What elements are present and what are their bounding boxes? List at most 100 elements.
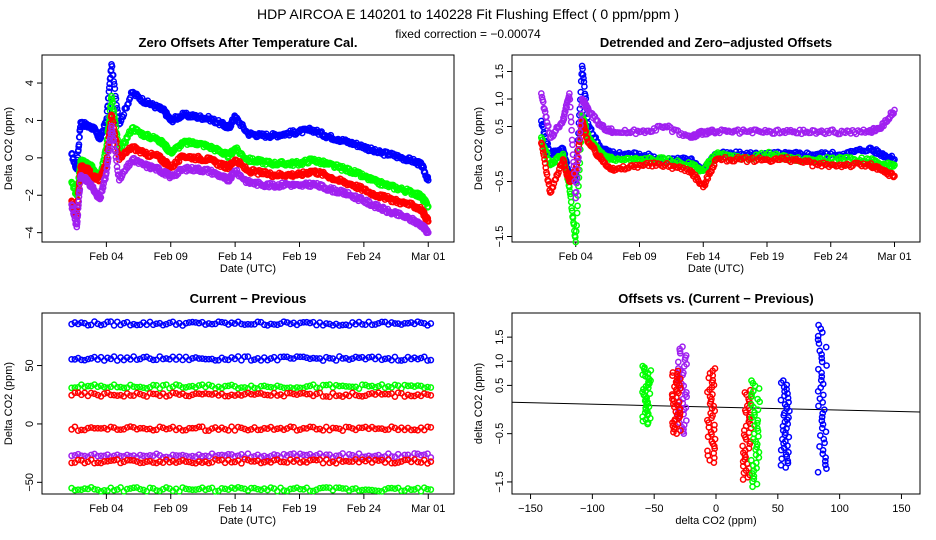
data-point — [371, 425, 379, 433]
data-point — [777, 461, 785, 469]
data-point — [783, 381, 791, 389]
figure-title: HDP AIRCOA E 140201 to 140228 Fit Flushi… — [256, 6, 680, 22]
data-point — [117, 426, 124, 434]
data-point — [391, 353, 399, 361]
data-point — [260, 391, 268, 399]
data-point — [78, 319, 85, 326]
data-point — [84, 382, 92, 390]
data-point — [146, 390, 154, 397]
data-point — [319, 484, 327, 492]
series-red — [68, 455, 435, 467]
data-point — [821, 439, 828, 447]
data-point — [424, 357, 431, 364]
y-tick-label: 1.5 — [494, 329, 506, 344]
data-point — [417, 451, 425, 459]
data-point — [136, 424, 144, 432]
data-point — [257, 426, 265, 434]
data-point — [569, 151, 577, 159]
data-point — [84, 355, 92, 363]
data-point — [159, 321, 167, 329]
data-point — [87, 424, 95, 431]
data-point — [411, 392, 418, 400]
x-tick-label: 150 — [892, 503, 910, 515]
data-point — [74, 320, 82, 328]
data-point — [573, 222, 581, 229]
data-point — [580, 74, 587, 82]
data-point — [182, 458, 190, 466]
data-point — [427, 392, 435, 399]
data-point — [777, 396, 785, 404]
data-point — [221, 319, 229, 327]
data-point — [153, 487, 160, 494]
data-point — [97, 459, 105, 467]
data-point — [300, 318, 307, 326]
data-point — [322, 484, 330, 491]
data-point — [280, 458, 288, 466]
data-point — [192, 459, 200, 467]
data-point — [371, 452, 379, 460]
data-point — [238, 484, 245, 492]
data-point — [71, 389, 79, 397]
data-point — [371, 383, 379, 391]
data-point — [231, 320, 239, 327]
data-point — [133, 389, 141, 397]
data-point — [711, 421, 718, 429]
data-point — [113, 163, 121, 171]
data-point — [159, 355, 167, 363]
data-point — [368, 486, 376, 494]
data-point — [140, 353, 147, 361]
data-point — [176, 458, 183, 465]
data-point — [814, 336, 822, 344]
data-point — [99, 184, 107, 192]
data-point — [185, 485, 193, 493]
data-point — [543, 119, 551, 126]
data-point — [711, 365, 719, 372]
data-point — [202, 390, 209, 397]
data-point — [264, 383, 271, 391]
data-point — [280, 384, 288, 392]
plot-frame — [511, 54, 921, 243]
data-point — [381, 390, 389, 398]
data-point — [891, 172, 898, 180]
data-point — [296, 353, 304, 361]
data-point — [381, 384, 389, 392]
data-point — [358, 456, 366, 464]
data-point — [404, 391, 412, 399]
data-point — [401, 319, 409, 327]
data-point — [185, 383, 193, 390]
data-point — [113, 157, 120, 165]
data-point — [394, 389, 402, 397]
data-point — [68, 202, 76, 210]
data-point — [162, 320, 170, 328]
data-point — [140, 459, 147, 467]
data-point — [74, 211, 82, 219]
data-point — [127, 321, 134, 329]
x-tick-label: Feb 09 — [154, 251, 188, 263]
data-point — [182, 319, 190, 327]
data-point — [120, 384, 128, 392]
data-point — [365, 382, 373, 390]
data-point — [303, 354, 311, 362]
data-point — [814, 332, 822, 340]
data-point — [125, 100, 132, 107]
data-point — [112, 154, 120, 161]
data-point — [567, 118, 575, 126]
data-point — [241, 353, 249, 361]
data-point — [300, 389, 307, 397]
figure-subtitle: fixed correction = −0.00074 — [395, 27, 541, 41]
data-point — [747, 386, 754, 394]
data-point — [313, 390, 320, 398]
data-point — [676, 384, 684, 392]
data-point — [287, 423, 294, 431]
series-purple — [68, 122, 432, 237]
data-point — [378, 391, 386, 398]
data-point — [581, 83, 588, 90]
data-point — [117, 391, 124, 399]
data-point — [568, 126, 576, 134]
data-point — [153, 320, 160, 328]
data-point — [401, 381, 409, 389]
data-point — [704, 447, 711, 455]
data-point — [110, 322, 118, 329]
data-point — [417, 354, 425, 362]
data-point — [303, 425, 311, 432]
